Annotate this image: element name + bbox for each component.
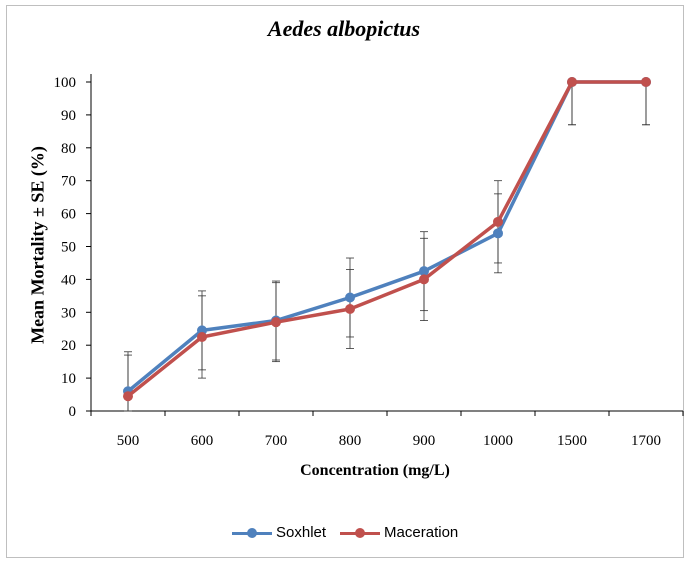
data-point-maceration [271,317,281,328]
y-tick-label: 50 [61,240,76,256]
data-point-soxhlet [493,228,503,239]
y-tick-label: 20 [61,338,76,354]
data-point-maceration [493,216,503,227]
x-tick-label: 900 [413,433,436,449]
x-tick-label: 1000 [483,433,513,449]
x-tick-label: 500 [117,433,140,449]
y-tick-label: 30 [61,305,76,321]
x-tick-label: 1700 [631,433,661,449]
data-point-maceration [197,331,207,342]
chart-frame [6,5,684,558]
y-tick-label: 40 [61,272,76,288]
y-tick-label: 70 [61,174,76,190]
series-line-soxhlet [126,80,646,393]
x-tick-label: 800 [339,433,362,449]
chart-title: Aedes albopictus [267,16,421,41]
series-line-maceration [126,80,646,398]
y-tick-label: 80 [61,141,76,157]
legend: Soxhlet Maceration [232,524,458,541]
data-point-maceration [567,77,577,87]
data-point-soxhlet [419,266,429,277]
legend-item-maceration: Maceration [340,524,458,541]
data-point-soxhlet [345,292,355,303]
y-tick-label: 60 [61,207,76,223]
y-tick-label: 100 [54,75,77,91]
y-tick-label: 0 [69,404,77,420]
legend-label-soxhlet: Soxhlet [276,524,327,541]
legend-marker-soxhlet [247,527,257,538]
y-tick-label: 10 [61,371,76,387]
y-tick-label: 90 [61,108,76,124]
data-point-maceration [641,77,651,87]
data-point-maceration [345,304,355,315]
x-tick-label: 700 [265,433,288,449]
legend-marker-maceration [355,527,366,538]
legend-swatch-maceration [340,526,381,540]
legend-swatch-soxhlet [232,526,272,540]
data-point-maceration [419,274,429,285]
legend-label-maceration: Maceration [384,524,459,541]
x-tick-label: 1500 [557,433,587,449]
legend-item-soxhlet: Soxhlet [232,524,326,541]
x-axis-label: Concentration (mg/L) [300,462,450,479]
x-tick-label: 600 [191,433,214,449]
data-point-maceration [123,391,133,402]
